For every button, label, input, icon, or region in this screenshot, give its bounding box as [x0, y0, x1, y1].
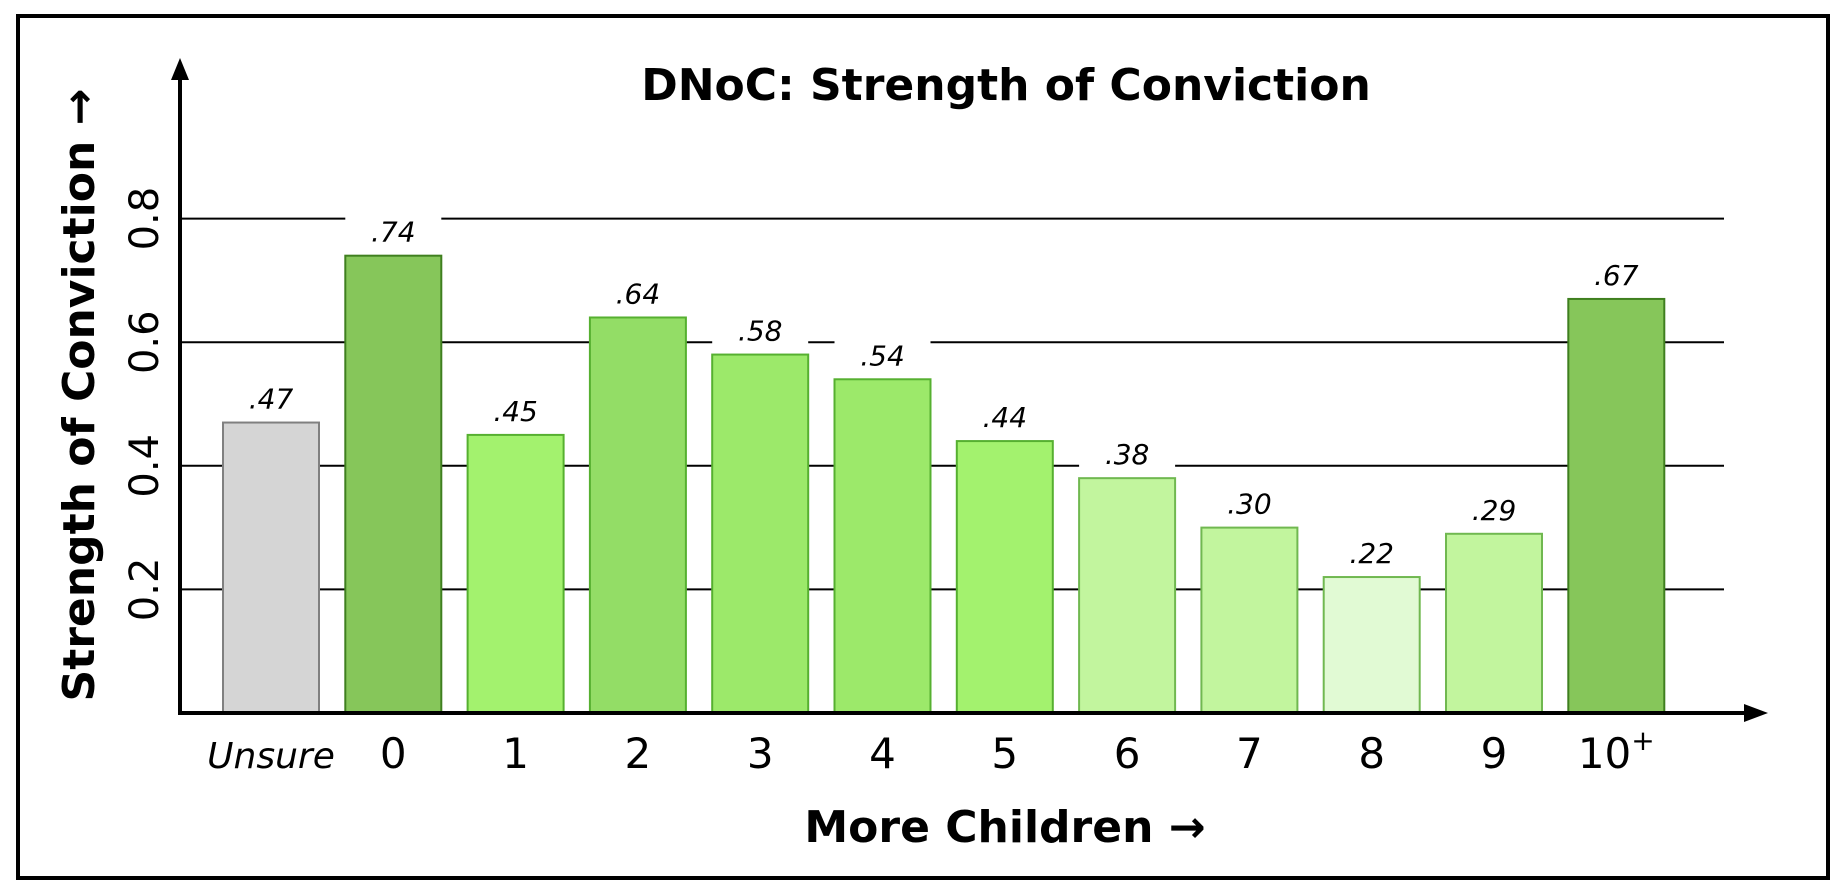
x-tick-label: 6 [1114, 729, 1141, 778]
value-label: .74 [371, 216, 416, 249]
x-axis-label: More Children → [804, 802, 1205, 853]
value-label: .67 [1594, 259, 1639, 292]
value-labels: .47 .74 .45 .64 .58 .54 .44 .38 .30 .22 .29 .67 [249, 216, 1639, 570]
bar-2 [588, 316, 687, 714]
y-tick-label: 0.4 [122, 434, 168, 498]
x-tick-label: 8 [1358, 729, 1385, 778]
bar-3 [711, 353, 810, 714]
x-tick-label: 3 [747, 729, 774, 778]
x-tick-label: 0 [380, 729, 407, 778]
x-tick-label: 7 [1236, 729, 1263, 778]
bar-7 [1200, 526, 1299, 714]
y-axis-arrow-icon [171, 58, 189, 80]
x-tick-label: Unsure [207, 736, 335, 777]
value-label: .38 [1105, 438, 1150, 471]
bar-8 [1322, 576, 1421, 714]
x-tick-label: 2 [625, 729, 652, 778]
x-tick-label: 9 [1481, 729, 1508, 778]
y-tick-label: 0.6 [122, 310, 168, 374]
bars [222, 254, 1666, 715]
bar-4 [833, 378, 932, 714]
x-axis-arrow-icon [1744, 704, 1768, 722]
x-tick-labels: Unsure 0 1 2 3 4 5 6 7 8 9 10+ [207, 724, 1655, 778]
chart-title: DNoC: Strength of Conviction [641, 60, 1371, 111]
y-axis-label: Strength of Conviction → [54, 89, 105, 702]
y-tick-label: 0.2 [122, 558, 168, 622]
x-tick-label: 1 [502, 729, 529, 778]
value-label: .54 [860, 339, 905, 372]
bar-0 [344, 254, 443, 714]
value-label: .45 [493, 395, 538, 428]
bar-5 [955, 440, 1054, 714]
value-label: .58 [738, 315, 783, 348]
value-label: .22 [1349, 537, 1394, 570]
value-label: .29 [1472, 494, 1517, 527]
value-label: .44 [983, 401, 1028, 434]
bar-9 [1445, 532, 1543, 715]
bar-10 [1567, 297, 1666, 714]
axes [171, 58, 1768, 722]
bar-6 [1078, 477, 1177, 714]
y-tick-labels: 0.2 0.4 0.6 0.8 [122, 187, 168, 621]
y-tick-label: 0.8 [122, 187, 168, 251]
value-label: .47 [249, 383, 294, 416]
value-label: .30 [1227, 488, 1272, 521]
bar-1 [466, 433, 565, 714]
value-label: .64 [616, 277, 661, 310]
bar-unsure [222, 421, 320, 714]
x-tick-label: 5 [991, 729, 1018, 778]
x-tick-label: 4 [869, 729, 896, 778]
